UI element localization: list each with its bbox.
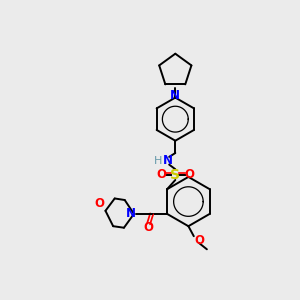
- Text: N: N: [125, 207, 136, 220]
- Text: O: O: [144, 221, 154, 234]
- Text: S: S: [170, 168, 180, 182]
- Text: O: O: [94, 197, 104, 210]
- Text: O: O: [195, 233, 205, 247]
- Text: O: O: [184, 168, 194, 181]
- Text: N: N: [163, 154, 172, 167]
- Text: H: H: [154, 156, 162, 166]
- Text: N: N: [170, 89, 180, 102]
- Text: O: O: [157, 168, 166, 181]
